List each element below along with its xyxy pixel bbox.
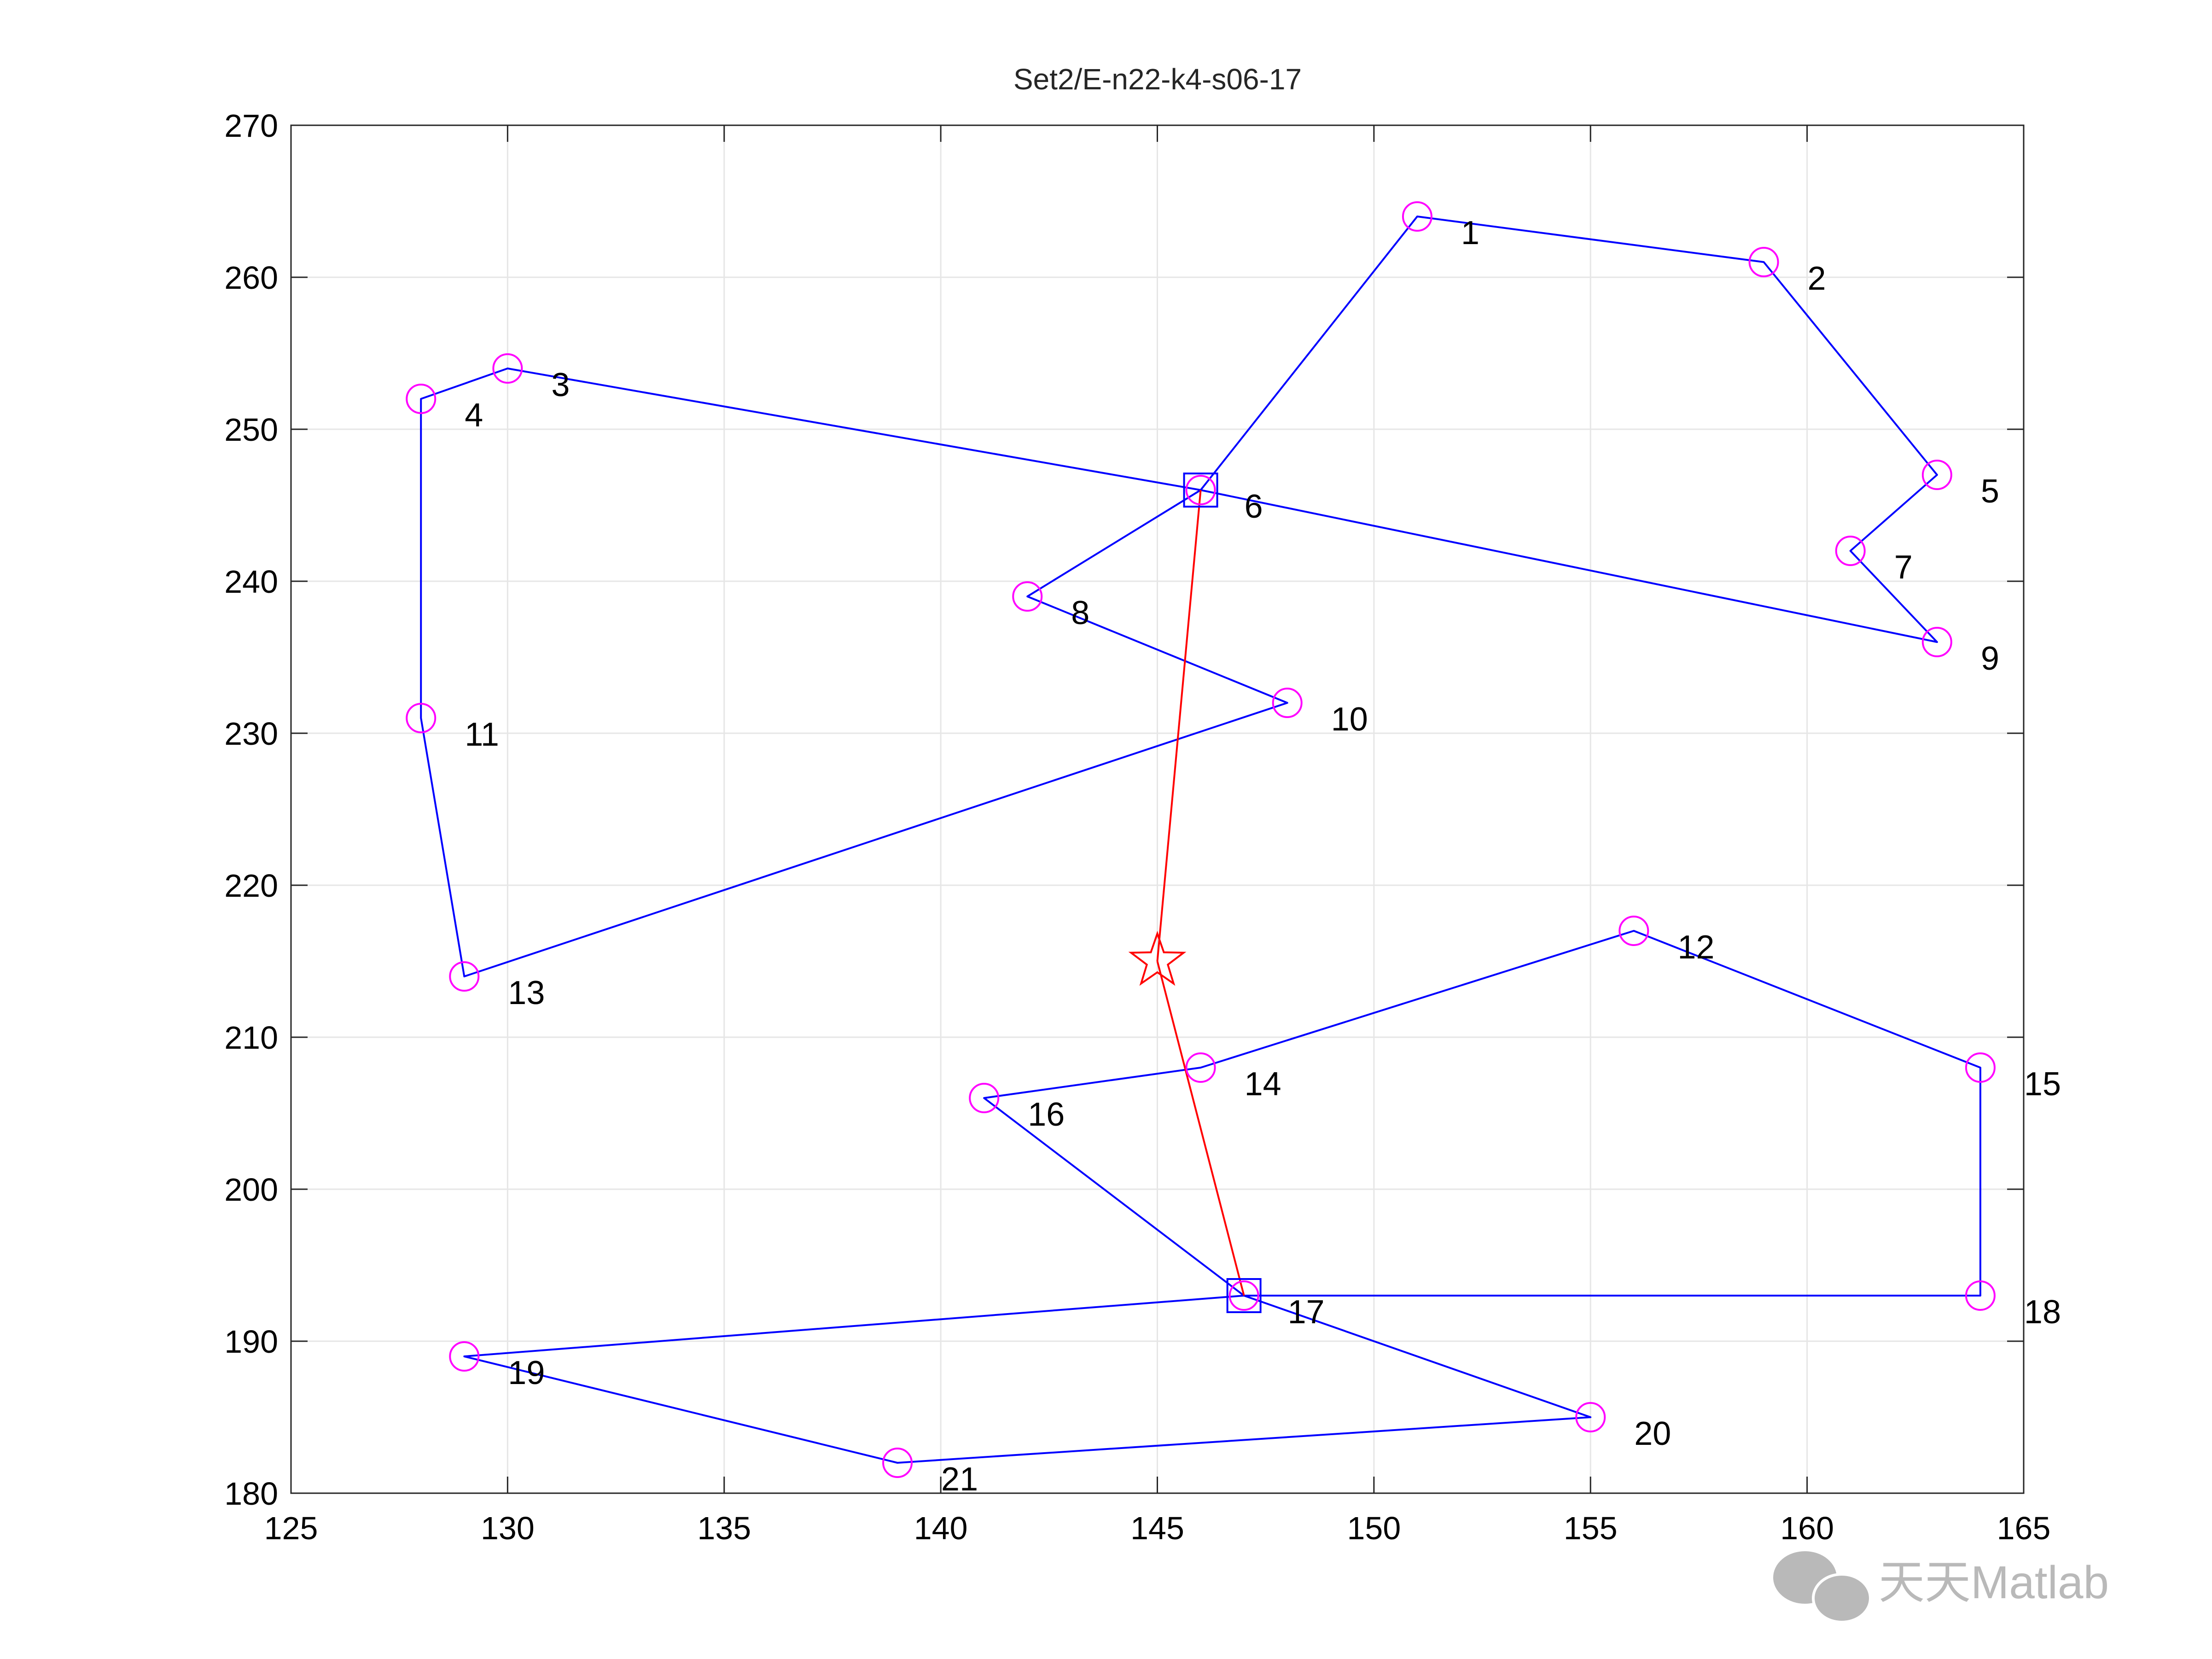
customer-circle-marker [969,1083,1000,1113]
depot-star-marker [1128,930,1187,986]
y-tick-label: 180 [224,1476,278,1512]
node-label: 15 [2024,1066,2061,1103]
node-label: 1 [1461,215,1479,251]
node-label: 4 [465,397,483,434]
satellite-square-marker [1226,1278,1262,1313]
satellite-square-marker [1183,473,1218,508]
route-line [983,930,1981,1297]
node-label: 21 [941,1461,978,1498]
node-label: 20 [1634,1415,1671,1452]
customer-circle-marker [1228,1280,1259,1311]
x-tick-label: 130 [481,1510,535,1546]
y-tick-label: 270 [224,108,278,144]
customer-circle-marker [1402,201,1432,232]
route-line [420,368,1288,977]
x-tick-label: 145 [1130,1510,1184,1546]
customer-circle-marker [1835,536,1866,566]
customer-circle-marker [1012,581,1043,612]
customer-circle-marker [1272,688,1303,718]
node-label: 12 [1677,929,1714,966]
x-tick-label: 165 [1997,1510,2051,1546]
node-markers [406,201,1996,1478]
axis-ticks: 125 130 135 140 145 150 155 160 1651801902002102… [224,108,2050,1546]
customer-circle-marker [882,1448,913,1478]
depot-link-line [1156,490,1202,962]
customer-circle-marker [1185,475,1216,505]
y-tick-label: 240 [224,564,278,600]
customer-circle-marker [1748,247,1779,277]
customer-circle-marker [1185,1052,1216,1083]
y-tick-label: 200 [224,1172,278,1208]
watermark: 天天Matlab [1770,1548,2109,1624]
x-tick-label: 160 [1780,1510,1834,1546]
customer-circle-marker [492,353,523,384]
x-tick-label: 125 [264,1510,318,1546]
chart-title: Set2/E-n22-k4-s06-17 [1013,63,1302,96]
node-label: 5 [1981,473,1999,510]
customer-circle-marker [1575,1402,1606,1432]
x-tick-label: 155 [1564,1510,1618,1546]
route-line [1200,216,1938,643]
routes [420,216,1981,1464]
y-tick-label: 250 [224,412,278,448]
customer-circle-marker [406,703,437,733]
node-label: 8 [1071,595,1089,631]
y-tick-label: 190 [224,1324,278,1360]
customer-circle-marker [1618,916,1649,946]
route-line [463,1295,1592,1464]
customer-circle-marker [449,1341,480,1372]
node-label: 6 [1245,488,1263,525]
customer-circle-marker [1921,460,1952,490]
customer-circle-marker [1921,627,1952,657]
node-label: 11 [465,716,499,753]
depot-link-line [1156,961,1245,1296]
y-tick-label: 210 [224,1020,278,1056]
node-label: 10 [1331,701,1368,738]
y-tick-label: 260 [224,260,278,296]
node-label: 19 [508,1355,545,1391]
x-tick-label: 140 [914,1510,968,1546]
node-label: 7 [1894,549,1913,586]
wechat-icon [1770,1548,1872,1624]
node-label: 14 [1245,1066,1281,1103]
customer-circle-marker [406,384,437,414]
node-label: 17 [1288,1294,1325,1331]
node-label: 16 [1028,1096,1065,1133]
node-label: 9 [1981,640,1999,677]
x-tick-label: 150 [1347,1510,1401,1546]
node-label: 13 [508,975,545,1011]
watermark-text: 天天Matlab [1879,1557,2109,1608]
y-tick-label: 220 [224,868,278,904]
node-label: 2 [1808,260,1826,297]
node-label: 18 [2024,1294,2061,1331]
y-tick-label: 230 [224,716,278,752]
customer-circle-marker [1965,1280,1996,1311]
x-tick-label: 135 [697,1510,751,1546]
customer-circle-marker [1965,1052,1996,1083]
customer-circle-marker [449,961,480,992]
node-label: 3 [551,367,570,403]
